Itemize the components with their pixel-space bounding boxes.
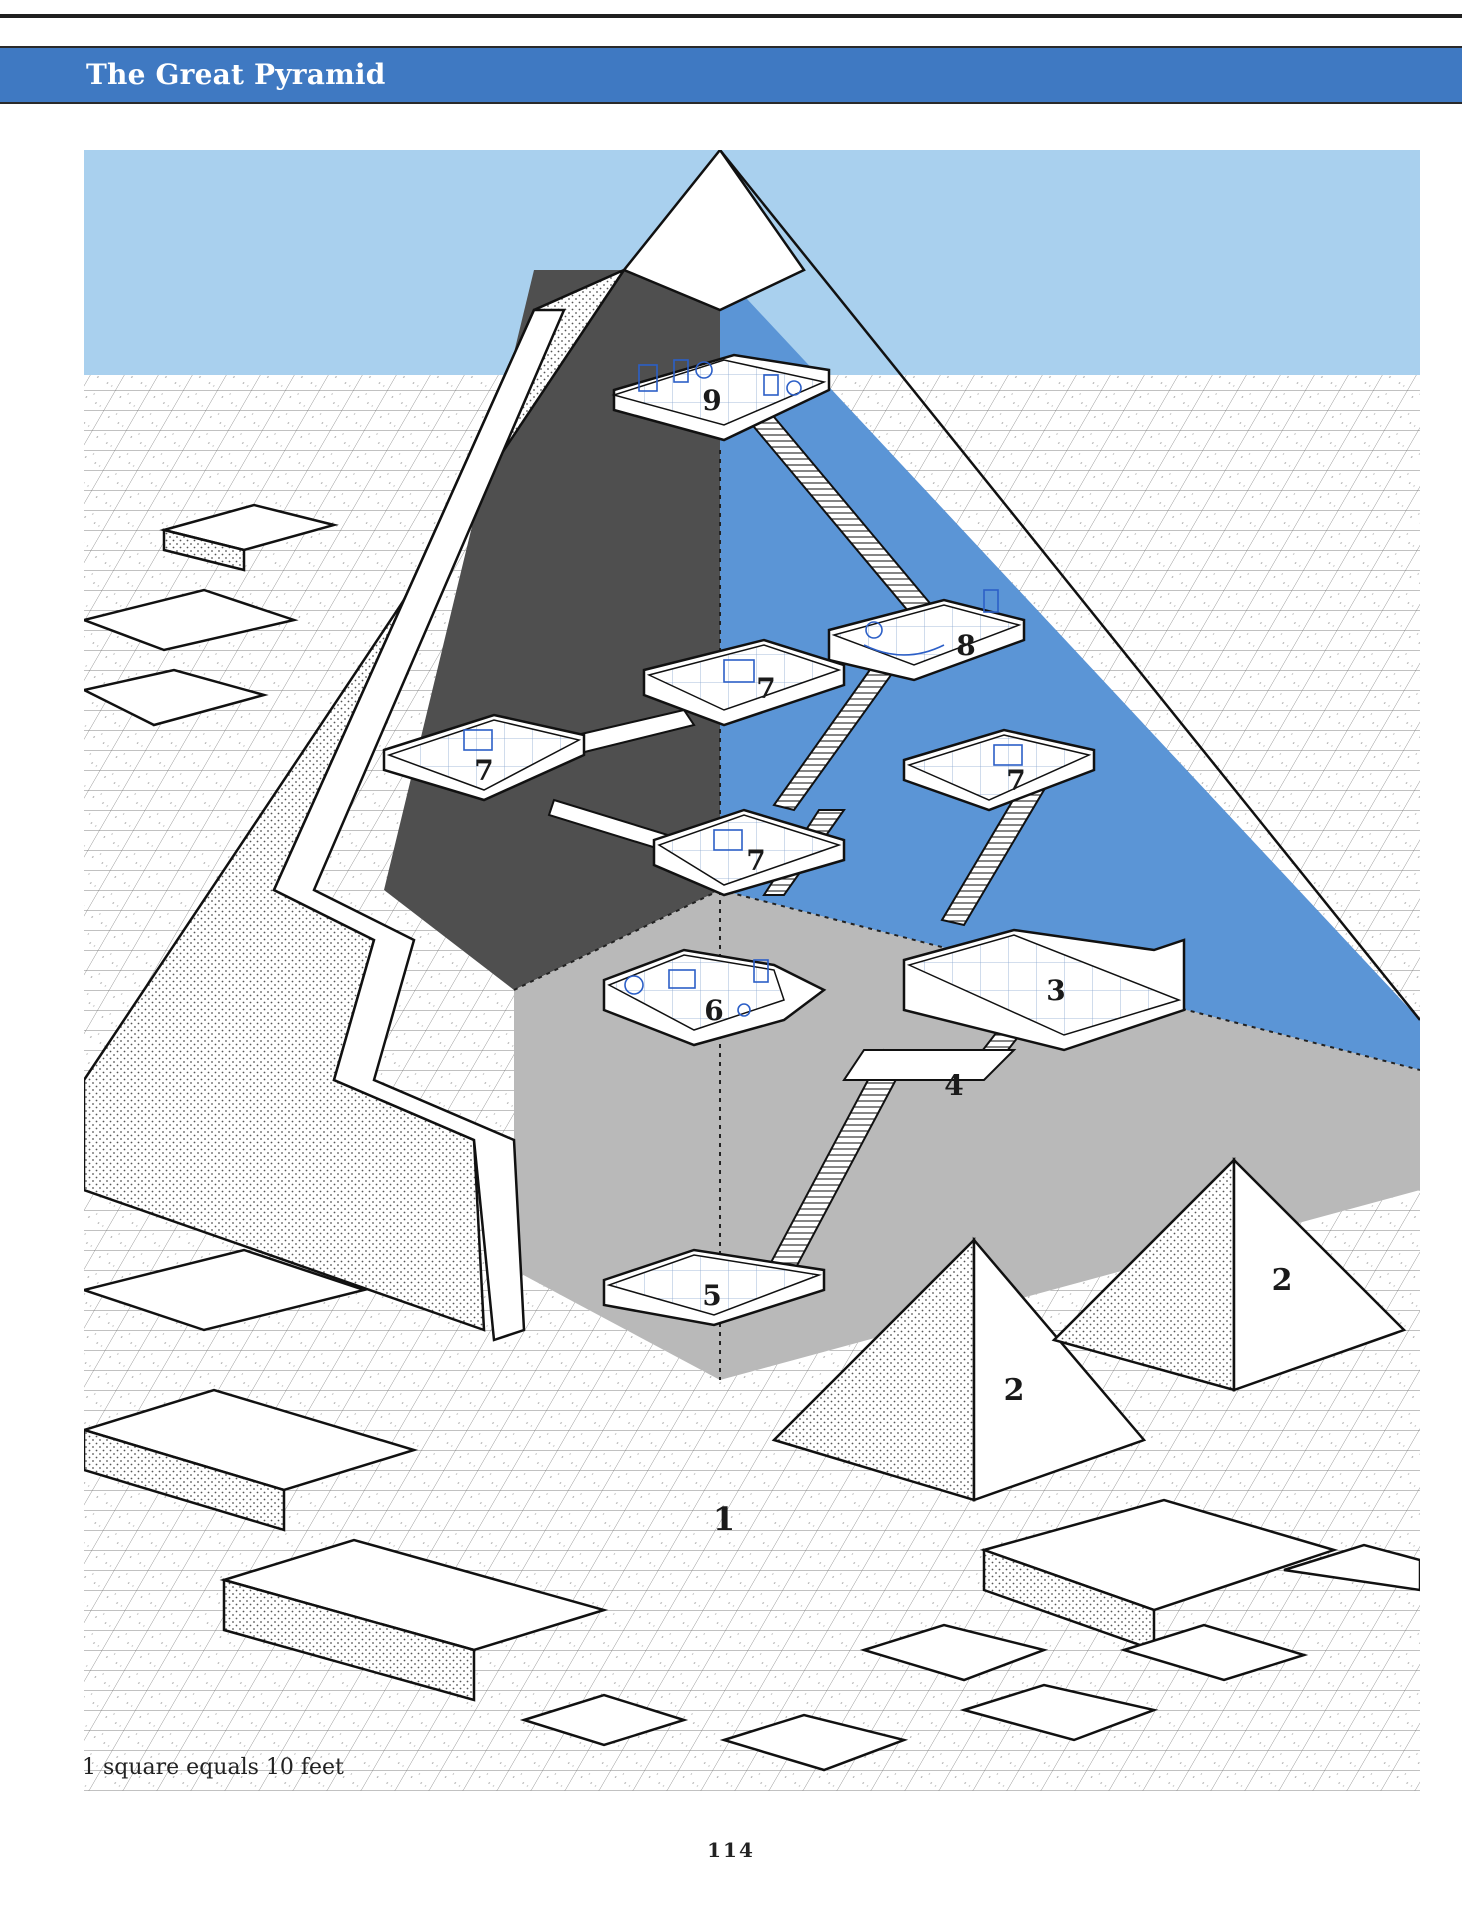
corridor-4 [842,1049,1017,1081]
pyramid-map: 9 8 7 7 7 7 [84,150,1420,1791]
label-area-7-right: 7 [1006,764,1025,797]
label-area-9: 9 [702,384,721,417]
page-number: 114 [707,1838,755,1862]
header-band: The Great Pyramid [0,46,1462,104]
label-area-2-right: 2 [1272,1263,1293,1298]
room-7-upper: 7 [642,638,846,727]
room-7-right: 7 [902,728,1096,812]
page-title: The Great Pyramid [86,58,386,91]
interior-floor-line-left [513,889,721,991]
room-3: 3 [902,928,1186,1052]
pyramid-apex [621,150,806,312]
label-area-1: 1 [713,1500,735,1538]
pyramid-illustration: 9 8 7 7 7 7 [84,150,1420,1791]
label-area-6: 6 [704,994,723,1027]
room-7-left: 7 [382,713,586,802]
room-8: 8 [827,589,1026,682]
label-area-3: 3 [1046,974,1065,1007]
small-pyramid-left: 2 [771,1236,1147,1502]
small-pyramid-right: 2 [1051,1156,1407,1392]
top-rule [0,14,1462,18]
room-5: 5 [602,1248,826,1327]
label-area-8: 8 [956,629,975,662]
label-area-7-upper: 7 [756,672,775,705]
interior-wall-left [384,270,720,990]
interior-wall-right [720,270,1420,1070]
room-9: 9 [611,353,831,442]
surrounding-blocks [84,503,1420,1772]
pyramid-cut-edge [272,308,566,1342]
label-area-7-lower: 7 [746,844,765,877]
label-area-4: 4 [944,1069,963,1102]
scale-note: 1 square equals 10 feet [82,1755,344,1780]
pyramid-right-edge [719,150,1420,1021]
label-area-7-left: 7 [474,754,493,787]
label-area-5: 5 [702,1279,721,1312]
label-area-2-left: 2 [1004,1373,1025,1408]
room-6: 6 [602,948,827,1047]
room-7-lower: 7 [652,808,846,897]
